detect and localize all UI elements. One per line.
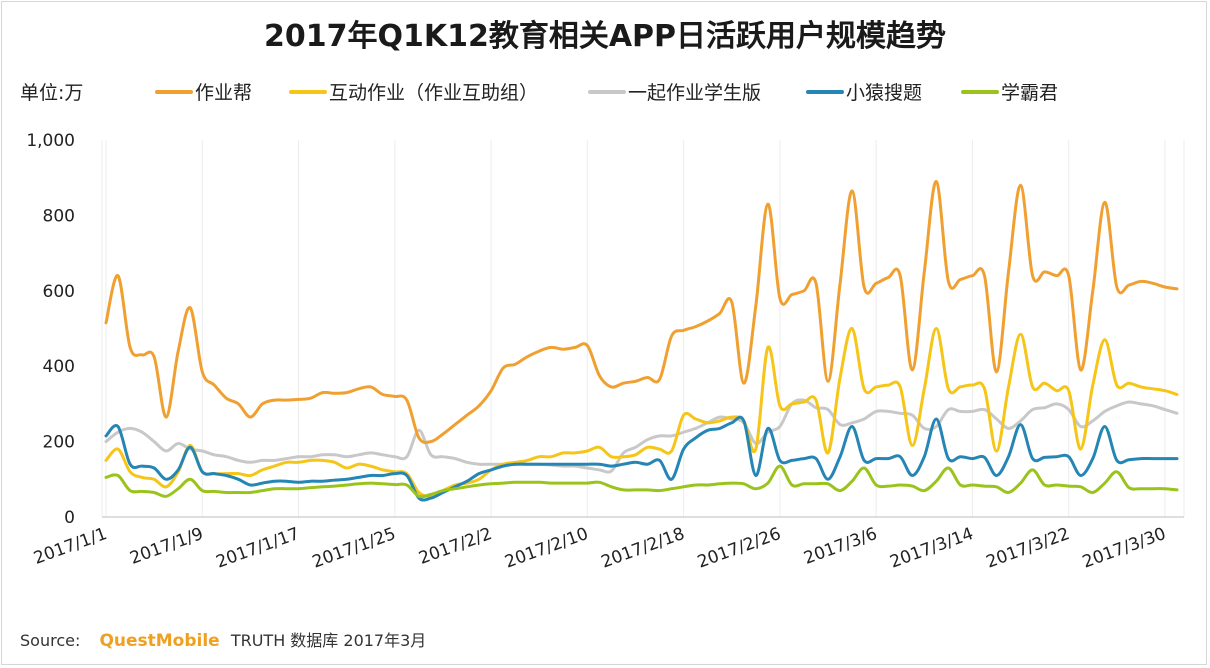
y-tick-label: 200 (43, 433, 75, 453)
x-tick-label: 2017/1/1 (31, 524, 110, 569)
legend-label: 学霸君 (1001, 82, 1058, 104)
source-rest: TRUTH 数据库 2017年3月 (230, 631, 426, 650)
x-tick-label: 2017/2/26 (695, 524, 784, 573)
unit-label: 单位:万 (20, 82, 83, 104)
source-line: Source: QuestMobile TRUTH 数据库 2017年3月 (20, 631, 426, 651)
x-tick-label: 2017/1/25 (310, 524, 399, 573)
x-tick-label: 2017/3/22 (984, 524, 1073, 573)
x-tick-label: 2017/2/18 (599, 524, 688, 573)
y-tick-label: 400 (43, 357, 75, 377)
legend-label: 小猿搜题 (846, 82, 922, 104)
series-line-0 (104, 179, 1179, 445)
legend: 作业帮 互动作业（作业互助组） 一起作业学生版 小猿搜题 学霸君 (155, 82, 1058, 104)
x-tick-label: 2017/2/10 (502, 524, 591, 573)
y-axis-ticks: 0 200 400 600 800 1,000 (26, 131, 75, 528)
x-tick-label: 2017/3/6 (801, 524, 880, 569)
y-tick-label: 600 (43, 282, 75, 302)
legend-label: 一起作业学生版 (628, 82, 761, 104)
y-tick-label: 800 (43, 206, 75, 226)
source-brand: QuestMobile (99, 631, 219, 651)
y-tick-label: 0 (64, 508, 75, 528)
x-tick-label: 2017/2/2 (416, 524, 495, 569)
series-line-1 (104, 326, 1179, 498)
chart-title: 2017年Q1K12教育相关APP日活跃用户规模趋势 (264, 19, 946, 54)
x-tick-label: 2017/3/14 (887, 524, 976, 573)
y-tick-label: 1,000 (26, 131, 75, 151)
x-tick-label: 2017/1/17 (213, 524, 302, 573)
legend-label: 作业帮 (195, 82, 252, 104)
x-tick-label: 2017/1/9 (127, 524, 206, 569)
legend-label: 互动作业（作业互助组） (329, 82, 538, 104)
series-line-2 (104, 398, 1179, 474)
x-tick-label: 2017/3/30 (1080, 524, 1169, 573)
series-line-3 (104, 415, 1179, 502)
series-group (104, 179, 1179, 502)
source-label: Source: (20, 631, 80, 650)
gridlines (101, 140, 1185, 517)
series-line-4 (104, 464, 1179, 499)
x-axis-ticks: 2017/1/1 2017/1/9 2017/1/17 2017/1/25 2017/2… (31, 524, 1169, 573)
